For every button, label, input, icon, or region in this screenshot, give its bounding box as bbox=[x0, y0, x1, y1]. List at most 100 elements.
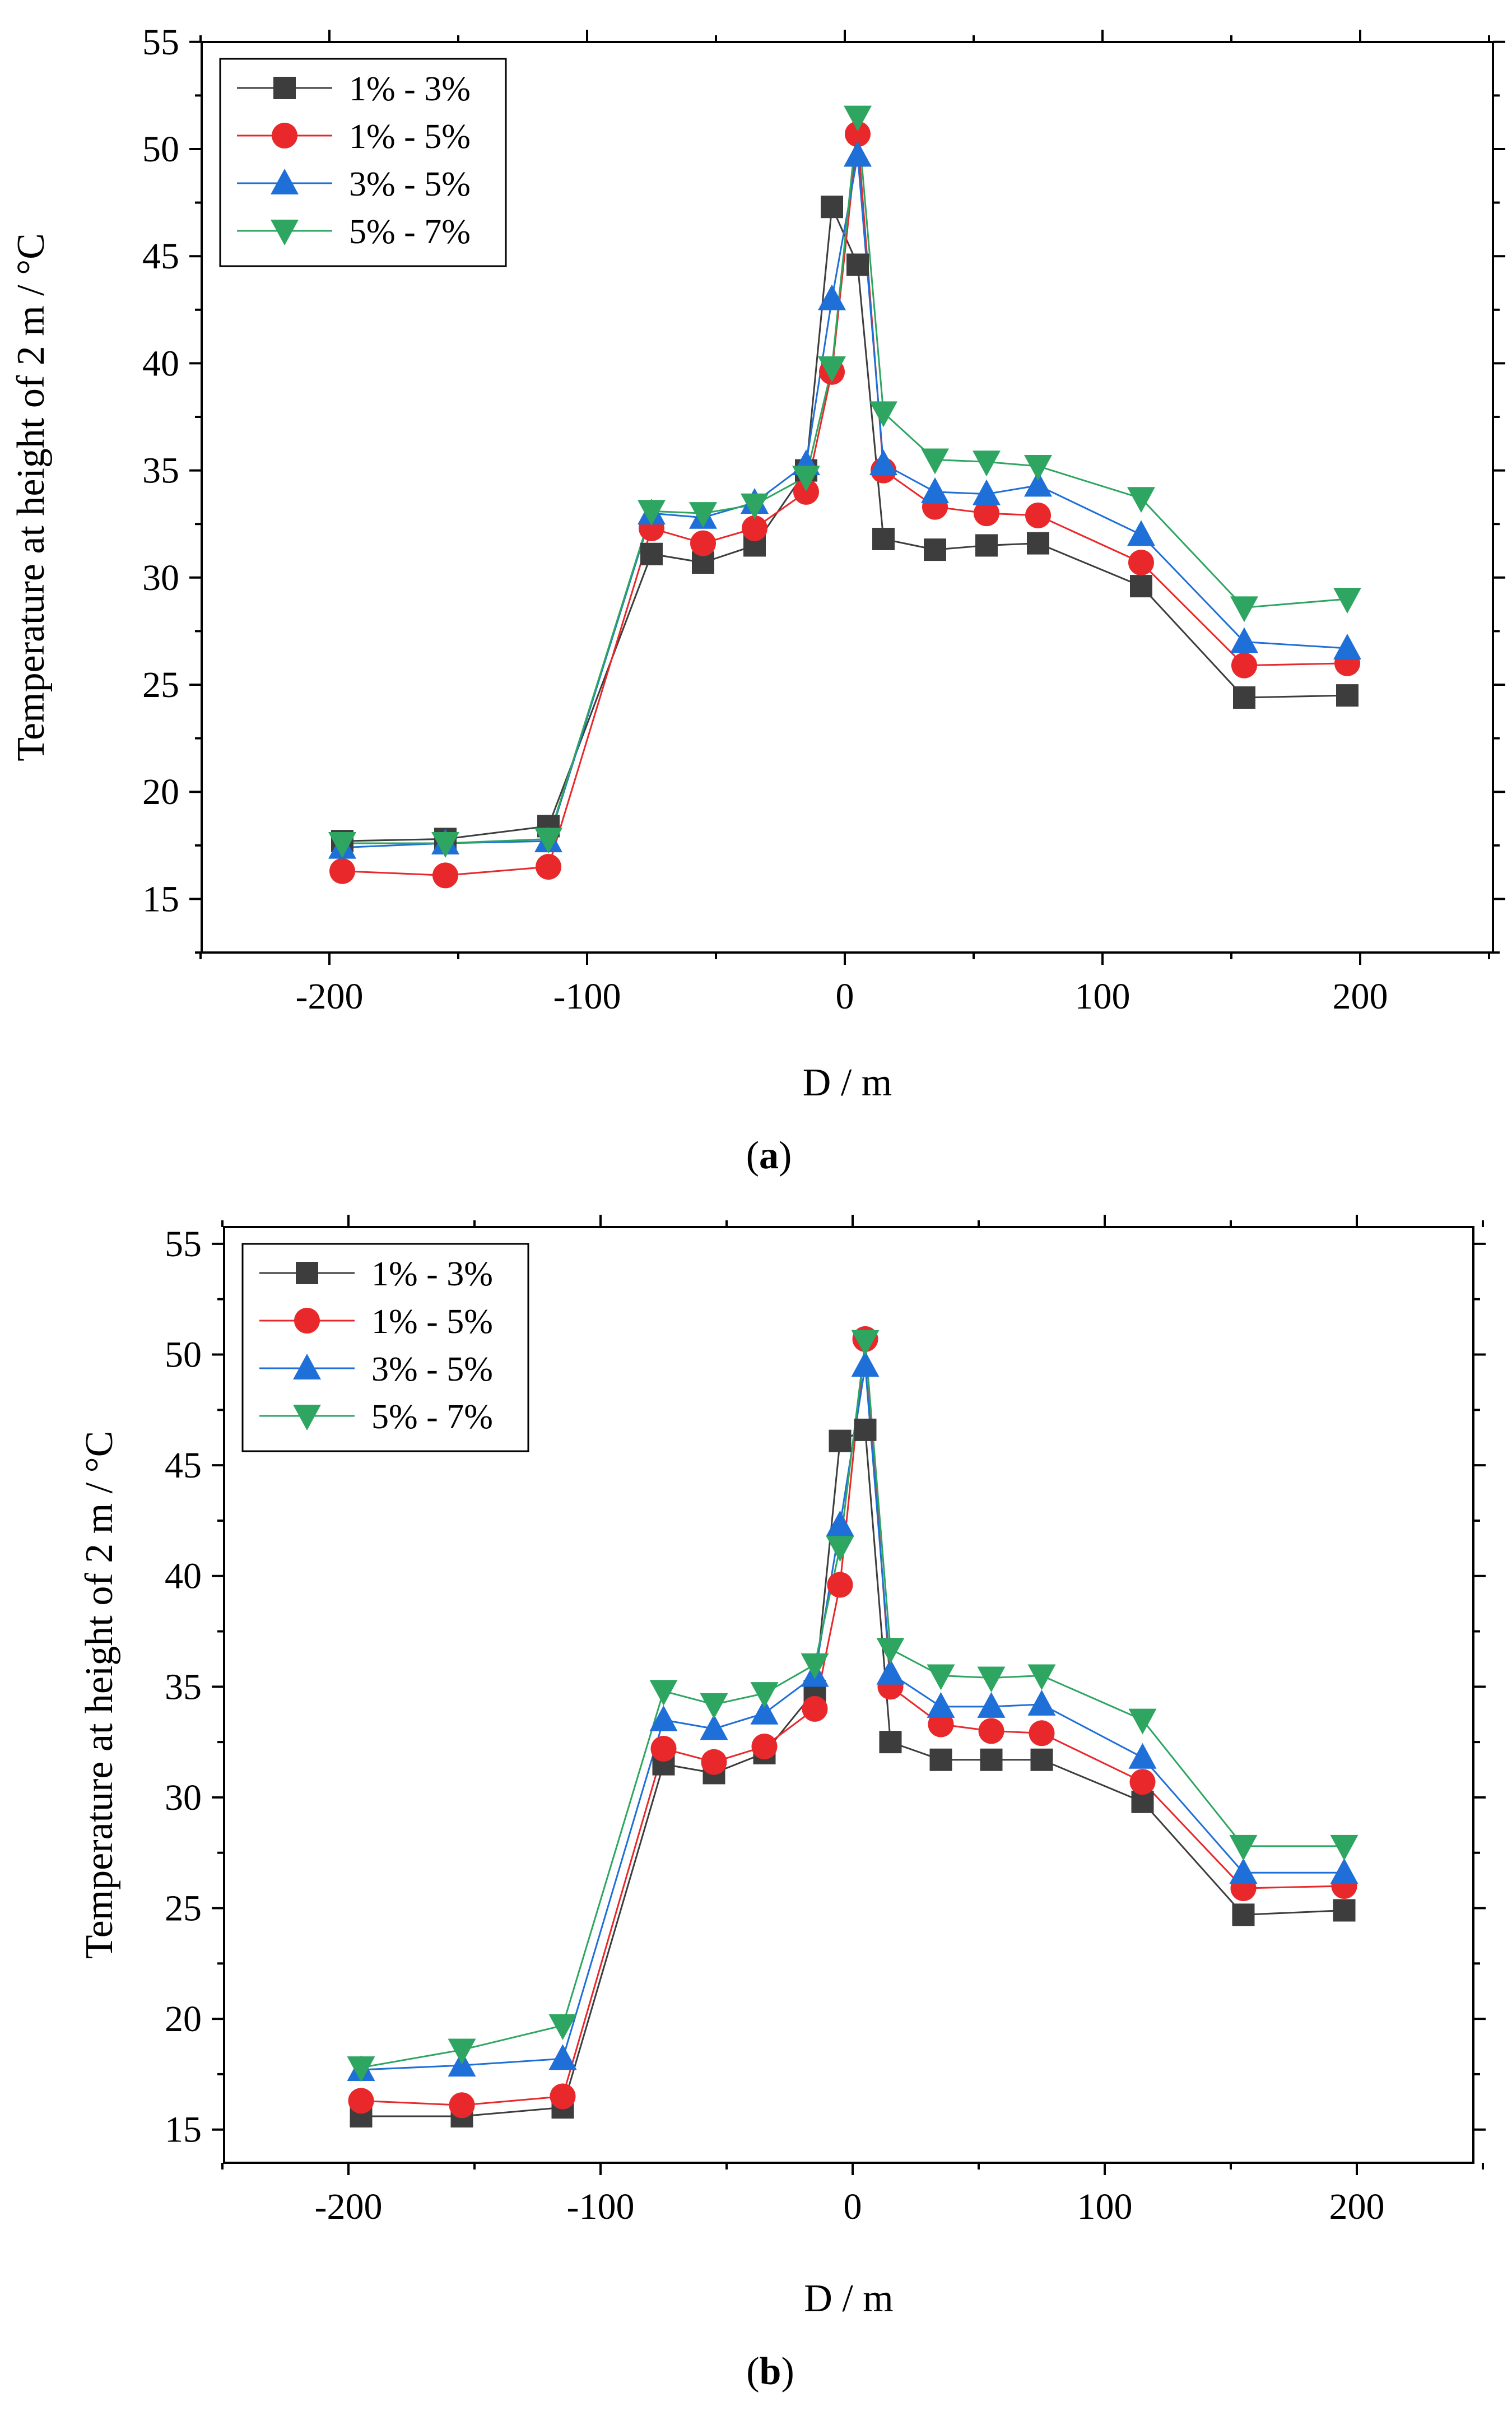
data-point bbox=[750, 1682, 779, 1708]
x-tick-label: 200 bbox=[1333, 976, 1388, 1017]
y-tick-label: 50 bbox=[165, 1335, 202, 1376]
data-point bbox=[1130, 575, 1152, 598]
series-line bbox=[342, 134, 1348, 876]
plot-frame bbox=[223, 1226, 1474, 2164]
y-tick-label: 30 bbox=[142, 558, 179, 598]
x-axis-label: D / m bbox=[803, 1061, 892, 1104]
data-point bbox=[448, 2038, 476, 2065]
y-tick-label: 50 bbox=[142, 129, 179, 170]
data-point bbox=[548, 2044, 577, 2070]
data-point bbox=[650, 1735, 677, 1762]
data-point bbox=[638, 500, 666, 526]
data-point bbox=[431, 831, 459, 858]
data-point bbox=[548, 2014, 577, 2040]
data-point bbox=[851, 1351, 880, 1377]
data-point bbox=[640, 542, 663, 565]
y-tick-label: 25 bbox=[142, 665, 179, 705]
y-tick-label: 45 bbox=[142, 236, 179, 277]
y-tick-label: 20 bbox=[165, 1999, 202, 2040]
y-tick-label: 25 bbox=[165, 1888, 202, 1929]
y-tick-label: 35 bbox=[165, 1666, 202, 1707]
data-point bbox=[1333, 1899, 1356, 1922]
legend-label: 1% - 3% bbox=[371, 1255, 493, 1293]
x-tick-label: -200 bbox=[296, 976, 364, 1017]
data-point bbox=[792, 466, 820, 492]
data-point bbox=[1128, 1743, 1157, 1769]
legend-label: 3% - 5% bbox=[371, 1350, 493, 1388]
series-line bbox=[361, 1365, 1344, 2071]
panel-label: (b) bbox=[746, 2350, 794, 2393]
legend-label: 5% - 7% bbox=[349, 213, 471, 251]
data-point bbox=[1027, 1689, 1056, 1716]
data-point bbox=[1330, 1834, 1359, 1861]
y-axis-label: Temperature at height of 2 m / °C bbox=[78, 1431, 121, 1959]
data-point bbox=[1030, 1748, 1053, 1771]
legend-label: 1% - 5% bbox=[371, 1303, 493, 1341]
data-point bbox=[1024, 454, 1052, 481]
data-point bbox=[872, 527, 895, 550]
data-point bbox=[869, 401, 897, 428]
data-point bbox=[876, 1638, 905, 1664]
y-tick-label: 20 bbox=[142, 772, 179, 812]
data-point bbox=[1230, 627, 1258, 653]
series-line bbox=[361, 1341, 1344, 2069]
legend-marker bbox=[271, 169, 299, 194]
data-point bbox=[844, 105, 872, 132]
data-point bbox=[927, 1692, 955, 1718]
data-point bbox=[1027, 532, 1049, 555]
x-tick-label: 200 bbox=[1329, 2186, 1385, 2227]
data-point bbox=[449, 2092, 475, 2119]
data-point bbox=[700, 1714, 728, 1740]
data-point bbox=[1230, 596, 1258, 622]
data-point bbox=[826, 1536, 854, 1562]
y-tick-label: 15 bbox=[142, 879, 179, 919]
data-point bbox=[869, 449, 897, 476]
data-point bbox=[929, 1748, 952, 1771]
data-point bbox=[550, 2083, 576, 2110]
plot-frame bbox=[201, 41, 1494, 954]
data-point bbox=[649, 1705, 678, 1731]
x-tick-label: -100 bbox=[567, 2186, 635, 2227]
y-tick-label: 40 bbox=[165, 1556, 202, 1597]
data-point bbox=[1336, 684, 1359, 707]
data-point bbox=[742, 515, 767, 541]
legend-label: 5% - 7% bbox=[371, 1398, 493, 1436]
legend-marker bbox=[293, 1354, 321, 1379]
data-point bbox=[844, 141, 872, 167]
legend-marker bbox=[272, 123, 297, 148]
x-axis-label: D / m bbox=[804, 2277, 893, 2320]
x-tick-label: -200 bbox=[315, 2186, 383, 2227]
data-point bbox=[751, 1734, 778, 1760]
data-point bbox=[977, 1666, 1006, 1693]
legend-label: 3% - 5% bbox=[349, 165, 471, 203]
series-line bbox=[342, 203, 1348, 842]
data-point bbox=[689, 502, 717, 528]
data-point bbox=[818, 284, 846, 310]
data-point bbox=[845, 121, 871, 147]
series-line bbox=[361, 1339, 1344, 2106]
data-point bbox=[1333, 633, 1361, 659]
chart-panel-b: -200 -100 0 100 200 15 20 25 30 35 40 45 50 55 D / m Te… bbox=[78, 1215, 1486, 2393]
data-point bbox=[980, 1748, 1003, 1771]
data-point bbox=[432, 862, 458, 889]
data-point bbox=[818, 356, 846, 383]
data-point bbox=[1233, 686, 1255, 709]
data-point bbox=[846, 253, 869, 276]
data-point bbox=[1229, 1834, 1258, 1861]
data-point bbox=[1330, 1858, 1359, 1884]
data-point bbox=[536, 854, 561, 880]
legend-marker bbox=[296, 1262, 318, 1284]
data-point bbox=[1232, 1903, 1255, 1926]
legend-marker bbox=[294, 1308, 320, 1334]
data-point bbox=[1231, 652, 1257, 679]
x-tick-label: 0 bbox=[844, 2186, 862, 2227]
data-point bbox=[826, 1510, 854, 1536]
legend-label: 1% - 5% bbox=[349, 118, 471, 156]
y-tick-label: 55 bbox=[165, 1224, 202, 1265]
data-point bbox=[975, 534, 998, 557]
x-tick-label: 0 bbox=[836, 976, 854, 1017]
data-point bbox=[1025, 502, 1051, 528]
chart-panel-a: -200 -100 0 100 200 15 20 25 30 35 40 45 50 55 D / m Te… bbox=[10, 22, 1505, 1177]
data-point bbox=[829, 1429, 852, 1452]
